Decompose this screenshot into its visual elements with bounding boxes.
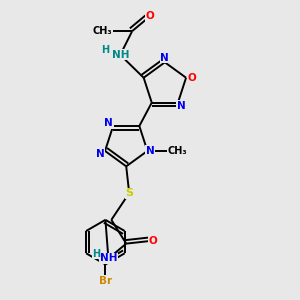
Text: O: O	[188, 73, 196, 83]
Text: N: N	[146, 146, 155, 156]
Text: NH: NH	[112, 50, 129, 60]
Text: H: H	[92, 249, 100, 259]
Text: O: O	[148, 236, 157, 246]
Text: NH: NH	[100, 254, 117, 263]
Text: CH₃: CH₃	[167, 146, 187, 156]
Text: N: N	[177, 100, 185, 111]
Text: CH₃: CH₃	[93, 26, 112, 36]
Text: Br: Br	[99, 276, 112, 286]
Text: S: S	[125, 188, 133, 198]
Text: N: N	[96, 149, 105, 159]
Text: N: N	[160, 53, 169, 63]
Text: N: N	[104, 118, 113, 128]
Text: H: H	[101, 45, 109, 56]
Text: O: O	[146, 11, 154, 21]
